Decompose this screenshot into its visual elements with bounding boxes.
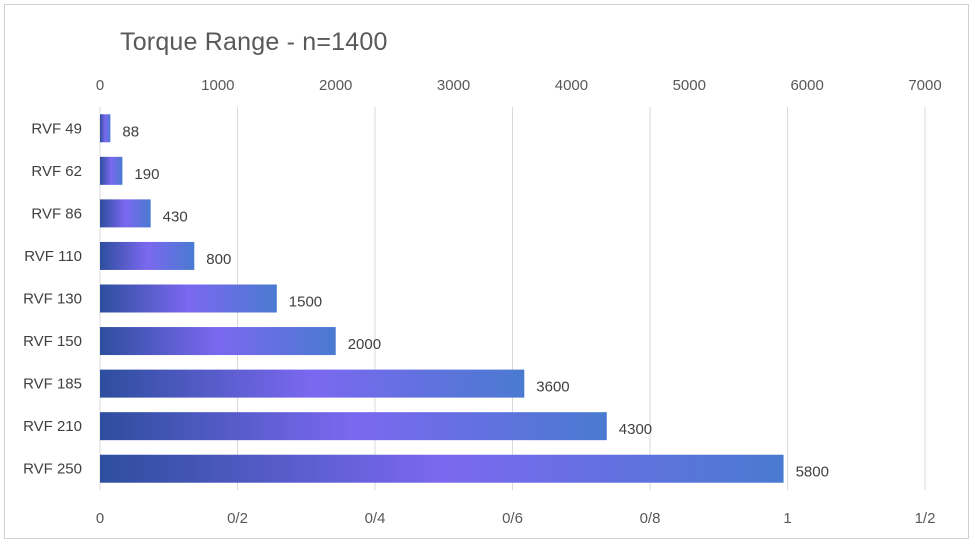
top-tick-label: 4000	[555, 77, 588, 94]
category-label: RVF 86	[31, 205, 82, 222]
top-tick-label: 7000	[908, 77, 941, 94]
bars	[100, 114, 784, 483]
bar	[100, 454, 784, 483]
data-label: 3600	[536, 379, 569, 396]
data-label: 4300	[619, 421, 652, 438]
bottom-tick-label: 0	[96, 510, 104, 527]
category-label: RVF 49	[31, 120, 82, 137]
bottom-tick-label: 0/2	[227, 510, 248, 527]
top-tick-label: 0	[96, 77, 104, 94]
bar	[100, 284, 277, 313]
bar	[100, 369, 525, 398]
category-label: RVF 210	[23, 418, 82, 435]
top-tick-label: 3000	[437, 77, 470, 94]
top-tick-label: 1000	[201, 77, 234, 94]
data-label: 1500	[289, 294, 322, 311]
bottom-tick-label: 0/4	[365, 510, 386, 527]
labels: 0 1000 2000 3000 4000 5000 6000 7000 0 0/2 0/4 0/6 0…	[23, 77, 942, 527]
bar	[100, 156, 123, 185]
bar	[100, 327, 336, 356]
bottom-tick-label: 1/2	[915, 510, 936, 527]
data-label: 190	[134, 166, 159, 183]
data-label: 5800	[796, 464, 829, 481]
top-tick-label: 5000	[673, 77, 706, 94]
category-label: RVF 130	[23, 291, 82, 308]
bottom-tick-label: 0/6	[502, 510, 523, 527]
bar	[100, 241, 195, 270]
data-label: 430	[163, 208, 188, 225]
bottom-tick-label: 1	[783, 510, 791, 527]
category-label: RVF 62	[31, 163, 82, 180]
bar	[100, 199, 151, 228]
top-tick-label: 6000	[790, 77, 823, 94]
top-tick-label: 2000	[319, 77, 352, 94]
category-label: RVF 150	[23, 333, 82, 350]
chart-title: Torque Range - n=1400	[120, 28, 388, 56]
category-label: RVF 185	[23, 376, 82, 393]
data-label: 2000	[348, 336, 381, 353]
data-label: 88	[122, 123, 139, 140]
chart-frame	[4, 4, 969, 539]
category-label: RVF 250	[23, 461, 82, 478]
bar	[100, 114, 111, 143]
data-label: 800	[206, 251, 231, 268]
category-label: RVF 110	[24, 248, 82, 265]
bottom-tick-label: 0/8	[640, 510, 661, 527]
bar	[100, 412, 607, 441]
